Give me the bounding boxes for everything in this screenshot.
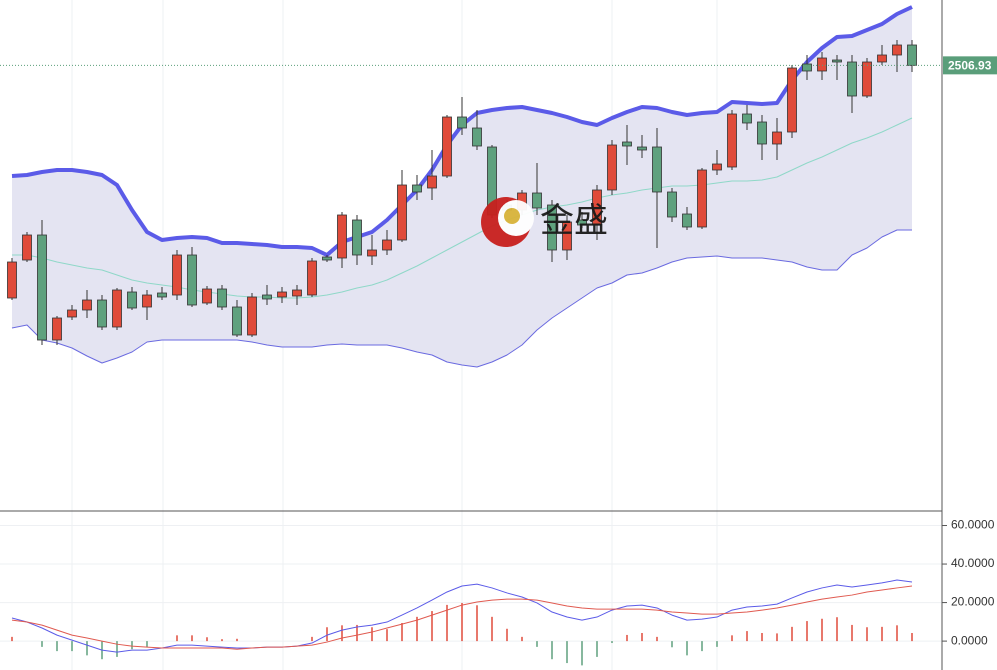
candle-body [37, 234, 47, 341]
current-price-label: 2506.93 [948, 59, 992, 73]
candle-body [637, 146, 647, 151]
band-line [11, 229, 912, 368]
candle-body [322, 256, 332, 261]
candle-body [262, 294, 272, 300]
candle-body [412, 184, 422, 193]
candle-body [892, 44, 902, 56]
current-price-box [943, 56, 997, 75]
candle-body [772, 131, 782, 145]
candle-body [862, 61, 872, 97]
candle-body [157, 292, 167, 298]
candle-body [367, 249, 377, 257]
candle-body [832, 59, 842, 63]
plot [0, 5, 942, 666]
candle-body [787, 67, 797, 133]
candle-body [532, 192, 542, 209]
candle-body [202, 288, 212, 304]
candle-body [547, 204, 557, 251]
candle-body [472, 127, 482, 147]
candle-body [217, 288, 227, 308]
candle-body [652, 146, 662, 193]
candle-body [877, 54, 887, 63]
candle-body [232, 306, 242, 336]
candle-body [112, 289, 122, 328]
candle-body [727, 113, 737, 168]
candle-body [907, 44, 917, 66]
candle-body [667, 191, 677, 218]
candle-body [427, 175, 437, 189]
y-tick-label: 60.0000 [951, 518, 995, 532]
candle-body [142, 294, 152, 308]
candle-body [67, 309, 77, 318]
candle-body [22, 234, 32, 261]
candle-body [457, 116, 467, 129]
y-tick-label: 20.0000 [951, 595, 995, 609]
macd-line [11, 585, 913, 650]
candle-body [802, 63, 812, 72]
candle-body [352, 219, 362, 256]
candle-body [307, 260, 317, 296]
candle-body [757, 121, 767, 145]
candle-body [397, 184, 407, 241]
candle-body [292, 289, 302, 297]
candle-body [172, 254, 182, 296]
band-fill [12, 7, 912, 367]
watermark: 金盛 [481, 197, 608, 247]
candle-body [697, 169, 707, 228]
y-tick-label: 40.0000 [951, 556, 995, 570]
candle-body [97, 299, 107, 328]
candle-body [52, 317, 62, 341]
candle-body [442, 116, 452, 177]
candle-body [682, 213, 692, 228]
candle-body [742, 113, 752, 124]
candle-body [127, 291, 137, 309]
candle-body [277, 291, 287, 298]
candle-body [712, 163, 722, 171]
candle-body [382, 239, 392, 251]
band-line [12, 117, 913, 299]
candle-body [607, 144, 617, 191]
candle-body [817, 57, 827, 72]
candle-body [187, 254, 197, 306]
candle-body [622, 141, 632, 147]
candle-body [562, 221, 572, 251]
candle-body [337, 214, 347, 259]
candle-body [847, 61, 857, 97]
candle-body [7, 261, 17, 299]
candle-body [82, 299, 92, 311]
candle-body [577, 219, 587, 226]
y-tick-label: 0.0000 [951, 633, 988, 647]
watermark-text: 金盛 [540, 202, 608, 240]
logo-coin [504, 208, 520, 224]
candle-body [592, 189, 602, 226]
candle-body [247, 296, 257, 336]
